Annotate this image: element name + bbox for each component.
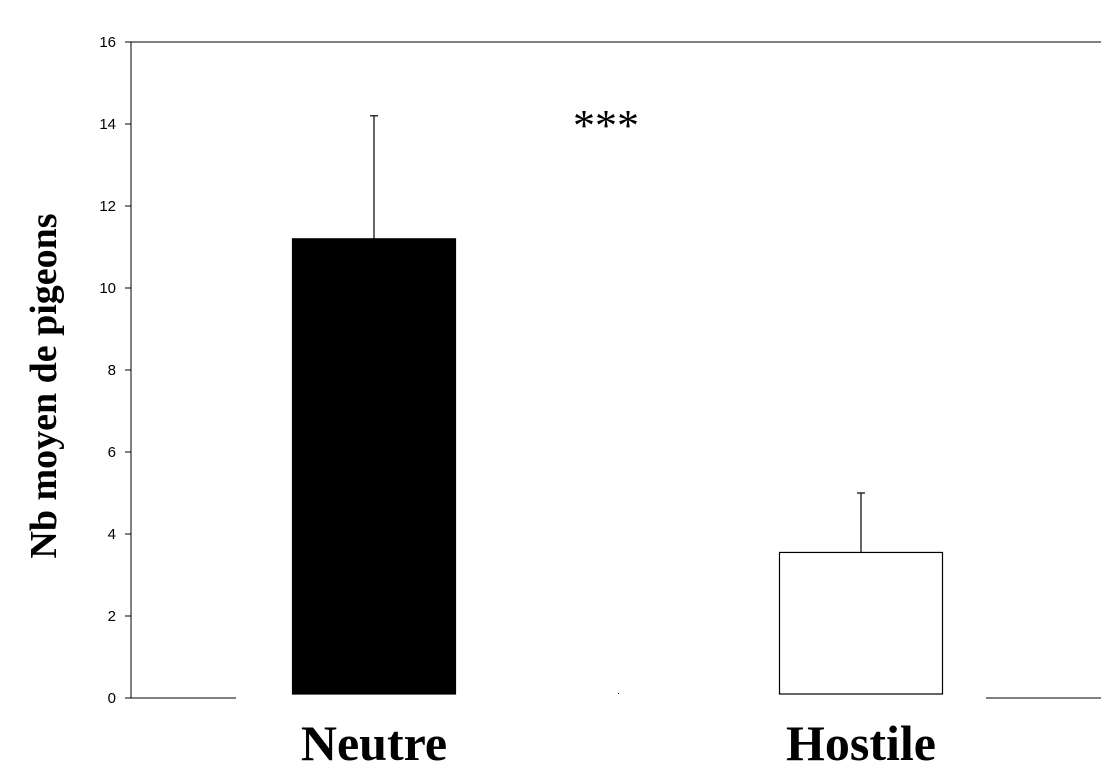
y-tick-label: 16 xyxy=(99,34,116,51)
y-tick-label: 0 xyxy=(108,690,116,707)
y-tick-label: 10 xyxy=(99,280,116,297)
labels: Neutre Hostile xyxy=(301,715,936,771)
y-tick-label: 2 xyxy=(108,608,116,625)
x-category-label: Neutre xyxy=(301,715,447,771)
y-tick-label: 4 xyxy=(108,526,116,543)
bar-neutre xyxy=(291,238,457,695)
bars xyxy=(291,115,944,695)
y-axis: 0 2 4 6 8 10 12 14 16 xyxy=(99,34,1101,707)
x-category-label: Hostile xyxy=(786,715,936,771)
y-axis-title: Nb moyen de pigeons xyxy=(23,213,65,558)
x-axis-tick xyxy=(618,693,619,694)
y-tick-label: 12 xyxy=(99,198,116,215)
y-tick-label: 14 xyxy=(99,116,116,133)
x-axis xyxy=(131,693,1101,699)
bar-hostile xyxy=(778,551,944,695)
y-tick-label: 6 xyxy=(108,444,116,461)
significance-annotation: *** xyxy=(573,101,639,150)
y-tick-label: 8 xyxy=(108,362,116,379)
